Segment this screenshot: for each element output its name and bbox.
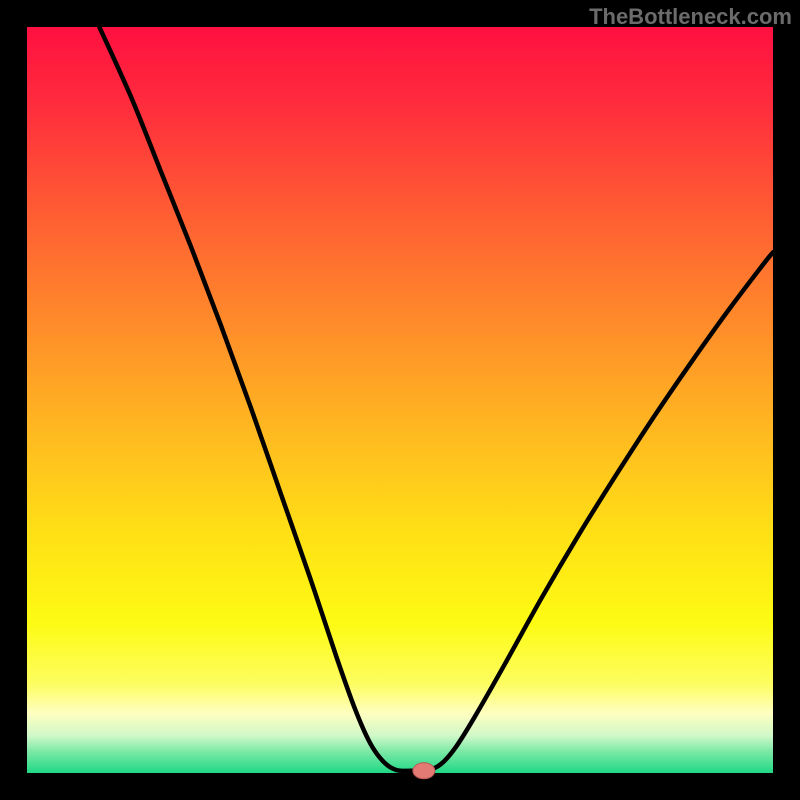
chart-svg [0, 0, 800, 800]
watermark-label: TheBottleneck.com [589, 4, 792, 30]
optimum-marker [413, 763, 435, 779]
gradient-background [27, 27, 773, 773]
bottleneck-chart: TheBottleneck.com [0, 0, 800, 800]
